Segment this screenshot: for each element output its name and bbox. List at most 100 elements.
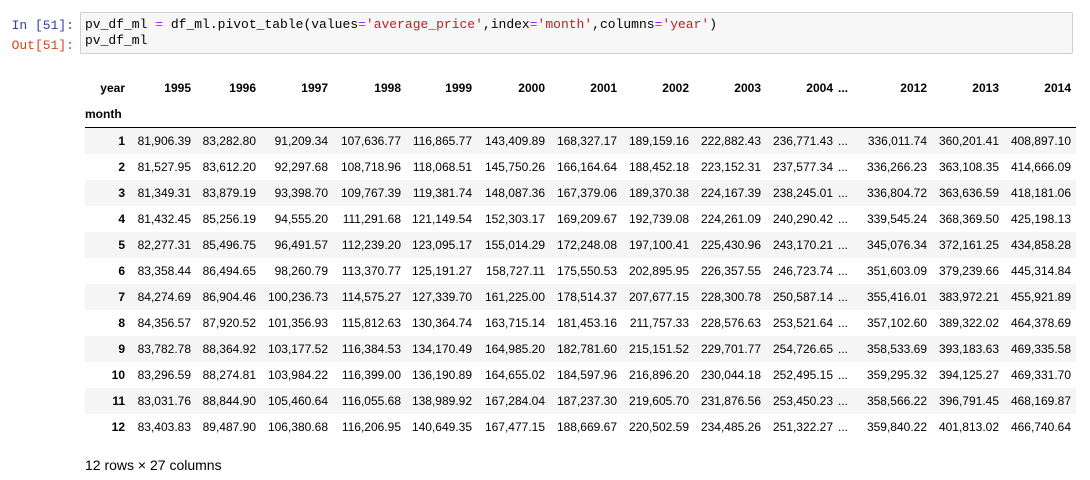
cell: ... xyxy=(838,238,849,252)
dataframe: year 1995 1996 1997 1998 1999 2000 2001 2002 2003… xyxy=(85,75,1076,440)
cell: ... xyxy=(838,368,849,382)
cell: 363,636.59 xyxy=(938,186,999,200)
cell: 164,985.20 xyxy=(484,342,545,356)
cell: 220,502.59 xyxy=(628,420,689,434)
cell: 116,399.00 xyxy=(341,368,401,382)
cell: 114,575.27 xyxy=(341,290,401,304)
column-header: 2000 xyxy=(518,81,545,95)
cell: 359,295.32 xyxy=(866,368,927,382)
empty-header xyxy=(838,101,857,128)
cell: 372,161.25 xyxy=(938,238,999,252)
row-index: 12 xyxy=(111,420,125,434)
cell: 425,198.13 xyxy=(1010,212,1071,226)
cell: 222,882.43 xyxy=(700,134,761,148)
cell: 167,284.04 xyxy=(484,394,545,408)
data-row: 8 84,356.57 87,920.52 101,356.93 115,812.63 1… xyxy=(85,310,1076,336)
cell: 175,550.53 xyxy=(556,264,617,278)
cell: 469,331.70 xyxy=(1010,368,1071,382)
cell: 394,125.27 xyxy=(938,368,999,382)
cell: 111,291.68 xyxy=(342,212,401,226)
cell: 109,767.39 xyxy=(340,186,401,200)
cell: 253,450.23 xyxy=(772,394,833,408)
cell: 92,297.68 xyxy=(274,160,328,174)
cell: 468,169.87 xyxy=(1010,394,1071,408)
cell: 115,812.63 xyxy=(341,316,401,330)
row-index: 11 xyxy=(112,394,125,408)
output-prompt: Out[51]: xyxy=(11,38,74,53)
dataframe-table: year 1995 1996 1997 1998 1999 2000 2001 2002 2003… xyxy=(85,75,1076,440)
column-header: 1998 xyxy=(374,81,401,95)
data-row: 9 83,782.78 88,364.92 103,177.52 116,384.53 1… xyxy=(85,336,1076,362)
cell: 363,108.35 xyxy=(938,160,999,174)
cell: 181,453.16 xyxy=(556,316,617,330)
cell: 145,750.26 xyxy=(484,160,545,174)
cell: 163,715.14 xyxy=(484,316,545,330)
cell: 401,813.02 xyxy=(938,420,999,434)
data-row: 11 83,031.76 88,844.90 105,460.64 116,055.68… xyxy=(85,388,1076,414)
cell: 207,677.15 xyxy=(628,290,689,304)
cell: 158,727.11 xyxy=(485,264,545,278)
cell: 143,409.89 xyxy=(484,134,545,148)
cell: 466,740.64 xyxy=(1010,420,1071,434)
data-row: 7 84,274.69 86,904.46 100,236.73 114,575.27 1… xyxy=(85,284,1076,310)
cell: 434,858.28 xyxy=(1010,238,1071,252)
cell: 100,236.73 xyxy=(267,290,328,304)
code-line: pv_df_ml xyxy=(85,33,148,48)
data-row: 12 83,403.83 89,487.90 106,380.68 116,206.95… xyxy=(85,414,1076,440)
column-header: 1996 xyxy=(229,81,256,95)
cell: 396,791.45 xyxy=(938,394,999,408)
cell: 351,603.09 xyxy=(866,264,927,278)
cell: ... xyxy=(838,394,849,408)
data-row: 4 81,432.45 85,256.19 94,555.20 111,291.68 12… xyxy=(85,206,1076,232)
cell: 167,379.06 xyxy=(556,186,617,200)
cell: 389,322.02 xyxy=(938,316,999,330)
cell: 84,274.69 xyxy=(137,290,191,304)
cell: 82,277.31 xyxy=(137,238,191,252)
row-index: 6 xyxy=(118,264,125,278)
row-index: 1 xyxy=(118,134,125,148)
cell: 166,164.64 xyxy=(556,160,617,174)
cell: 169,209.67 xyxy=(556,212,617,226)
cell: 88,274.81 xyxy=(202,368,256,382)
cell: 116,055.68 xyxy=(341,394,401,408)
cell: 118,068.51 xyxy=(412,160,472,174)
cell: 336,266.23 xyxy=(866,160,927,174)
cell: 445,314.84 xyxy=(1010,264,1071,278)
data-row: 6 83,358.44 86,494.65 98,260.79 113,370.77 12… xyxy=(85,258,1076,284)
cell: 253,521.64 xyxy=(772,316,833,330)
row-index: 4 xyxy=(118,212,125,226)
data-row: 10 83,296.59 88,274.81 103,984.22 116,399.00… xyxy=(85,362,1076,388)
cell: 393,183.63 xyxy=(938,342,999,356)
empty-header xyxy=(196,101,261,128)
cell: 105,460.64 xyxy=(267,394,328,408)
cell: 355,416.01 xyxy=(866,290,927,304)
cell: 469,335.58 xyxy=(1010,342,1071,356)
cell: 339,545.24 xyxy=(866,212,927,226)
cell: 418,181.06 xyxy=(1010,186,1071,200)
cell: 187,237.30 xyxy=(556,394,617,408)
cell: ... xyxy=(838,420,849,434)
cell: 83,782.78 xyxy=(137,342,191,356)
cell: ... xyxy=(838,342,849,356)
cell: 119,381.74 xyxy=(412,186,472,200)
cell: 345,076.34 xyxy=(866,238,927,252)
row-index: 7 xyxy=(118,290,125,304)
column-header: 1999 xyxy=(445,81,472,95)
code-editor[interactable]: pv_df_ml = df_ml.pivot_table(values='ave… xyxy=(80,12,1073,54)
cell: 98,260.79 xyxy=(274,264,328,278)
cell: 182,781.60 xyxy=(556,342,617,356)
cell: 136,190.89 xyxy=(411,368,472,382)
column-header: 2014 xyxy=(1044,81,1071,95)
cell: 164,655.02 xyxy=(484,368,545,382)
row-index: 10 xyxy=(111,368,125,382)
index-name-row: month xyxy=(85,101,1076,128)
cell: 89,487.90 xyxy=(202,420,256,434)
cell: 138,989.92 xyxy=(411,394,472,408)
cell: 116,384.53 xyxy=(341,342,401,356)
column-header: 2004 xyxy=(806,81,833,95)
cell: 408,897.10 xyxy=(1010,134,1071,148)
cell: 134,170.49 xyxy=(411,342,472,356)
cell: ... xyxy=(838,264,849,278)
cell: ... xyxy=(838,316,849,330)
column-header: 2013 xyxy=(972,81,999,95)
